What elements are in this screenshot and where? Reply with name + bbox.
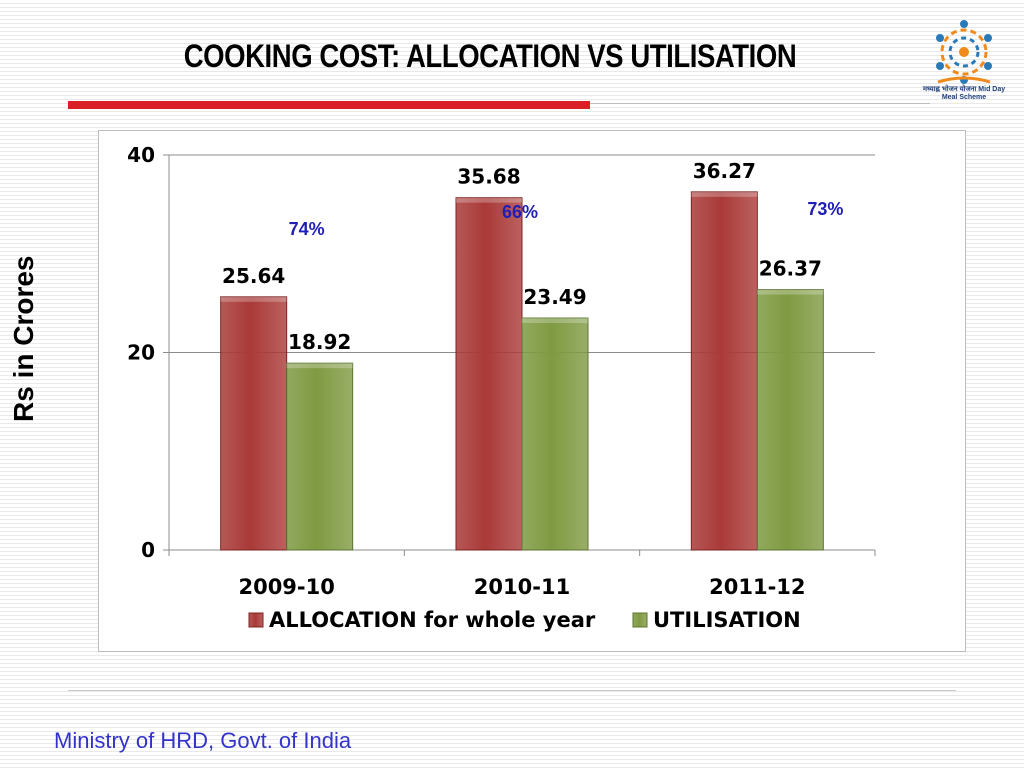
legend-swatch — [248, 612, 264, 628]
title-underline-gray — [590, 103, 930, 104]
utilisation-bar — [521, 317, 589, 551]
title-underline-red — [68, 101, 590, 109]
bar-chart: 0 20 40 25.64 18.92 2009-10 74% 35.68 23.49 2010-… — [127, 143, 876, 632]
y-tick-label: 40 — [127, 143, 155, 167]
chart-container: 0 20 40 25.64 18.92 2009-10 74% 35.68 23.49 2010-… — [98, 130, 966, 652]
logo-caption: मध्याह्न भोजन योजना Mid Day Meal Scheme — [922, 86, 1006, 101]
allocation-bar — [455, 197, 523, 551]
allocation-bar — [220, 296, 288, 551]
utilisation-bar — [756, 289, 824, 551]
utilisation-percent-annotation: 66% — [502, 202, 538, 222]
bar-top-highlight — [456, 197, 522, 203]
x-tick-label: 2009-10 — [238, 575, 334, 599]
data-label: 35.68 — [457, 165, 520, 189]
data-label: 25.64 — [222, 264, 285, 288]
bar-top-highlight — [286, 363, 353, 369]
footer-text: Ministry of HRD, Govt. of India — [54, 728, 352, 753]
bar-top-highlight — [220, 296, 287, 302]
x-tick-label: 2010-11 — [474, 575, 570, 599]
utilisation-percent-annotation: 73% — [807, 199, 843, 219]
utilisation-percent-annotation: 74% — [289, 219, 325, 239]
mid-day-meal-logo — [936, 20, 992, 84]
legend-label: UTILISATION — [653, 608, 801, 632]
footer-rule — [68, 690, 956, 691]
y-tick-label: 20 — [127, 341, 155, 365]
utilisation-bar — [286, 362, 354, 551]
data-label: 36.27 — [693, 159, 756, 183]
x-tick-label: 2011-12 — [709, 575, 805, 599]
data-label: 23.49 — [523, 285, 586, 309]
legend-label: ALLOCATION for whole year — [269, 608, 596, 632]
y-axis-label: Rs in Crores — [8, 255, 39, 423]
bar-top-highlight — [522, 318, 588, 324]
allocation-bar — [690, 191, 758, 551]
slide-title: COOKING COST: ALLOCATION VS UTILISATION — [183, 38, 797, 74]
data-label: 26.37 — [759, 257, 822, 281]
bar-top-highlight — [691, 191, 758, 197]
legend-swatch — [632, 612, 648, 628]
bar-top-highlight — [757, 289, 824, 295]
data-label: 18.92 — [288, 330, 351, 354]
y-tick-label: 0 — [141, 538, 155, 562]
